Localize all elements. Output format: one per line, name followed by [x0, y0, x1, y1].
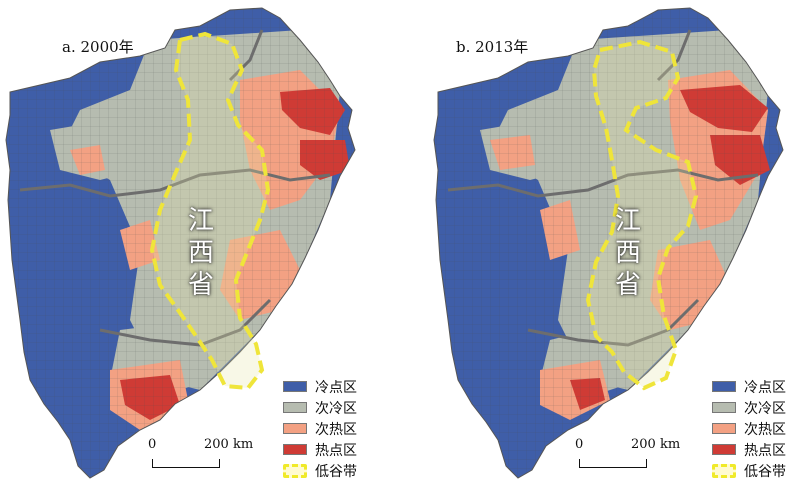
- cold-swatch-icon: [283, 381, 307, 392]
- legend-item-hot: 热点区: [712, 439, 786, 460]
- legend-item-cold: 冷点区: [283, 376, 357, 397]
- map-2013: [433, 7, 784, 479]
- legend-item-cold: 冷点区: [712, 376, 786, 397]
- legend-item-valley: 低谷带: [283, 460, 357, 481]
- jiangxi-label: 江 西 省: [186, 205, 216, 301]
- map-panel-2013: b. 2013年 江 西 省 冷点区 次冷区 次热区 热点区: [400, 0, 800, 491]
- scale-bar: 0 200 km: [573, 437, 703, 468]
- jiangxi-label-text: 江 西 省: [187, 206, 214, 300]
- subhot-swatch-icon: [283, 423, 307, 434]
- low-valley-band-2013: [585, 39, 699, 391]
- scale-zero: 0: [575, 437, 584, 452]
- legend-label: 次热区: [315, 421, 357, 438]
- scale-bar: 0 200 km: [146, 437, 276, 468]
- jiangxi-label-text: 江 西 省: [614, 206, 641, 300]
- scale-distance: 200 km: [204, 437, 254, 452]
- hot-swatch-icon: [283, 444, 307, 455]
- legend-item-hot: 热点区: [283, 439, 357, 460]
- legend-item-subcold: 次冷区: [283, 397, 357, 418]
- legend-label: 冷点区: [315, 379, 357, 396]
- legend-label: 低谷带: [315, 463, 357, 480]
- legend: 冷点区 次冷区 次热区 热点区 低谷带: [712, 376, 786, 481]
- cold-swatch-icon: [712, 381, 736, 392]
- yellow-dashed-outline-icon: [283, 463, 307, 478]
- low-valley-band-2000: [149, 31, 271, 391]
- legend-item-subhot: 次热区: [283, 418, 357, 439]
- jiangxi-label: 江 西 省: [613, 205, 643, 301]
- legend: 冷点区 次冷区 次热区 热点区 低谷带: [283, 376, 357, 481]
- legend-label: 热点区: [315, 442, 357, 459]
- legend-label: 次热区: [744, 421, 786, 438]
- legend-label: 热点区: [744, 442, 786, 459]
- scale-line: [152, 459, 220, 468]
- legend-label: 次冷区: [315, 400, 357, 417]
- map-panel-2000: a. 2000年 江 西 省 冷点区 次冷区 次热区 热点区: [5, 7, 357, 481]
- subhot-swatch-icon: [712, 423, 736, 434]
- panel-title: a. 2000年: [62, 38, 134, 56]
- hot-swatch-icon: [712, 444, 736, 455]
- subcold-swatch-icon: [712, 402, 736, 413]
- legend-item-valley: 低谷带: [712, 460, 786, 481]
- subcold-swatch-icon: [283, 402, 307, 413]
- legend-item-subcold: 次冷区: [712, 397, 786, 418]
- scale-line: [579, 459, 647, 468]
- legend-label: 冷点区: [744, 379, 786, 396]
- map-2000: [5, 7, 356, 479]
- yellow-dashed-outline-icon: [712, 463, 736, 478]
- scale-distance: 200 km: [631, 437, 681, 452]
- scale-zero: 0: [148, 437, 157, 452]
- legend-label: 低谷带: [744, 463, 786, 480]
- legend-item-subhot: 次热区: [712, 418, 786, 439]
- legend-label: 次冷区: [744, 400, 786, 417]
- panel-title: b. 2013年: [456, 38, 529, 56]
